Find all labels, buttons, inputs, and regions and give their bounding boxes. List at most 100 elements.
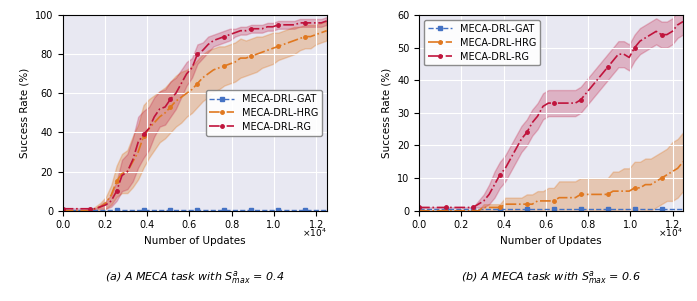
MECA-DRL-GAT [204,208,213,212]
MECA-DRL-HRG [112,179,121,183]
MECA-DRL-HRG [496,206,504,209]
MECA-DRL-HRG [501,202,510,206]
Line: MECA-DRL-RG: MECA-DRL-RG [61,19,328,210]
MECA-DRL-RG [102,203,110,206]
MECA-DRL-HRG [636,186,644,190]
MECA-DRL-HRG [566,196,574,200]
Text: $\times\mathregular{10^{4}}$: $\times\mathregular{10^{4}}$ [302,226,327,239]
MECA-DRL-RG [555,101,563,105]
Line: MECA-DRL-HRG: MECA-DRL-HRG [61,29,328,213]
MECA-DRL-HRG [252,52,261,56]
MECA-DRL-RG [123,170,132,173]
MECA-DRL-GAT [301,208,309,212]
MECA-DRL-GAT [183,208,191,212]
MECA-DRL-RG [668,29,677,33]
MECA-DRL-GAT [290,208,298,212]
MECA-DRL-RG [647,33,655,36]
MECA-DRL-RG [604,65,612,69]
MECA-DRL-GAT [420,207,429,211]
Line: MECA-DRL-HRG: MECA-DRL-HRG [418,160,684,213]
MECA-DRL-GAT [64,208,72,212]
MECA-DRL-HRG [268,46,277,50]
MECA-DRL-HRG [544,199,553,203]
MECA-DRL-HRG [145,127,153,130]
MECA-DRL-GAT [242,208,250,212]
MECA-DRL-HRG [598,193,606,196]
MECA-DRL-GAT [663,207,671,211]
MECA-DRL-GAT [582,207,590,211]
MECA-DRL-RG [215,37,223,40]
MECA-DRL-RG [171,92,180,95]
MECA-DRL-RG [118,174,126,177]
MECA-DRL-GAT [566,207,574,211]
MECA-DRL-RG [80,207,89,211]
MECA-DRL-HRG [86,209,94,213]
MECA-DRL-RG [296,21,304,25]
MECA-DRL-GAT [139,208,148,212]
MECA-DRL-GAT [496,207,504,211]
MECA-DRL-RG [588,85,596,88]
MECA-DRL-GAT [69,208,77,212]
MECA-DRL-HRG [296,37,304,40]
MECA-DRL-RG [263,25,272,29]
MECA-DRL-HRG [442,209,450,213]
MECA-DRL-RG [220,35,229,39]
MECA-DRL-RG [91,207,99,211]
MECA-DRL-RG [139,132,148,136]
MECA-DRL-HRG [183,92,191,95]
MECA-DRL-RG [64,207,72,211]
MECA-DRL-RG [657,33,666,36]
MECA-DRL-HRG [290,39,298,42]
MECA-DRL-GAT [571,207,579,211]
MECA-DRL-HRG [588,193,596,196]
MECA-DRL-HRG [128,160,137,164]
MECA-DRL-GAT [507,207,515,211]
MECA-DRL-HRG [167,105,175,109]
MECA-DRL-RG [183,72,191,76]
MECA-DRL-RG [128,158,137,162]
MECA-DRL-HRG [592,193,601,196]
MECA-DRL-HRG [231,60,239,64]
MECA-DRL-HRG [64,209,72,213]
MECA-DRL-HRG [507,202,515,206]
MECA-DRL-RG [431,206,439,209]
MECA-DRL-HRG [187,88,196,91]
MECA-DRL-GAT [636,207,644,211]
MECA-DRL-RG [107,199,116,203]
MECA-DRL-HRG [301,35,309,39]
MECA-DRL-RG [436,206,445,209]
MECA-DRL-HRG [150,121,158,125]
MECA-DRL-RG [458,206,466,209]
MECA-DRL-GAT [533,207,542,211]
MECA-DRL-HRG [485,206,493,209]
MECA-DRL-RG [86,207,94,211]
MECA-DRL-GAT [247,208,256,212]
MECA-DRL-RG [652,29,660,33]
MECA-DRL-GAT [317,208,325,212]
MECA-DRL-GAT [620,207,628,211]
MECA-DRL-GAT [231,208,239,212]
MECA-DRL-RG [209,39,217,42]
MECA-DRL-RG [279,23,288,26]
MECA-DRL-GAT [323,208,331,212]
MECA-DRL-HRG [647,183,655,186]
MECA-DRL-GAT [268,208,277,212]
MECA-DRL-GAT [215,208,223,212]
MECA-DRL-HRG [604,193,612,196]
MECA-DRL-GAT [96,208,105,212]
MECA-DRL-HRG [107,193,116,197]
Line: MECA-DRL-GAT: MECA-DRL-GAT [417,207,685,211]
MECA-DRL-RG [290,23,298,26]
MECA-DRL-GAT [199,208,207,212]
MECA-DRL-HRG [431,209,439,213]
MECA-DRL-HRG [436,209,445,213]
MECA-DRL-HRG [517,202,526,206]
MECA-DRL-HRG [236,56,245,60]
Text: $\times\mathregular{10^{4}}$: $\times\mathregular{10^{4}}$ [659,226,683,239]
MECA-DRL-RG [625,56,634,59]
MECA-DRL-GAT [512,207,520,211]
MECA-DRL-RG [317,21,325,25]
MECA-DRL-HRG [620,189,628,193]
MECA-DRL-GAT [657,207,666,211]
MECA-DRL-RG [177,82,185,85]
